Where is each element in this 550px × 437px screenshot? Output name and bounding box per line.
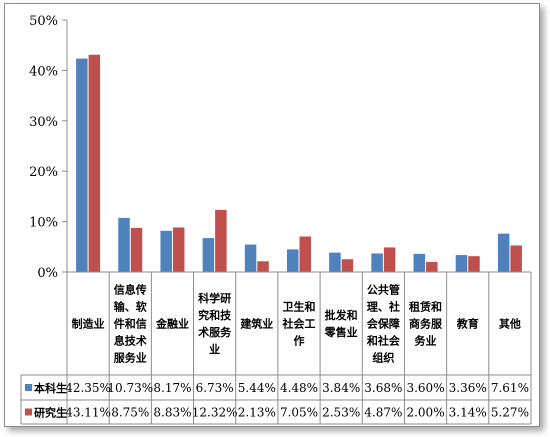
bar-postgrad [257,261,269,272]
category-label: 件和信 [114,317,147,331]
bar-postgrad [510,245,522,272]
category-label: 卫生和 [283,300,316,314]
bar-undergrad [497,233,510,272]
category-label: 教育 [456,317,479,331]
bar-undergrad [160,230,172,272]
data-label: 2.53% [322,406,360,420]
bar-undergrad [455,255,468,272]
data-label: 3.68% [364,381,402,395]
category-label: 公共管 [367,283,400,297]
y-tick-label: 50% [29,14,58,29]
bar-undergrad [244,244,257,272]
bar-undergrad [329,252,341,272]
data-label: 2.13% [238,406,276,420]
y-tick-label: 0% [37,266,58,281]
legend-key-undergrad [25,384,32,391]
data-label: 5.44% [238,381,276,395]
bar-undergrad [202,238,215,272]
category-label: 输、软 [114,300,148,314]
category-label: 制造业 [72,317,105,331]
data-label: 6.73% [196,381,234,395]
y-tick-label: 20% [29,165,58,180]
data-label: 8.83% [153,406,191,420]
y-tick-label: 10% [29,216,58,231]
category-label: 务业 [415,334,437,348]
data-label: 5.27% [491,406,529,420]
category-label: 批发和 [325,308,358,322]
category-label: 组织 [372,351,394,365]
data-label: 8.17% [153,381,191,395]
category-label: 术服务 [197,325,232,339]
bar-undergrad [371,253,383,272]
data-label: 2.00% [406,406,444,420]
category-label: 科学研 [198,291,231,305]
bar-undergrad [76,58,88,272]
bar-postgrad [299,236,311,272]
bar-undergrad [287,249,299,272]
data-label: 4.48% [280,381,318,395]
category-label: 究和技 [198,308,232,322]
category-label: 建筑业 [240,317,273,331]
category-label: 息技术 [114,334,147,348]
data-label: 7.61% [491,381,529,395]
bar-postgrad [426,261,438,272]
data-label: 7.05% [280,406,318,420]
data-label: 10.73% [107,381,153,395]
legend-key-postgrad [25,408,32,416]
bar-postgrad [88,54,101,272]
data-label: 3.36% [449,381,487,395]
data-label: 3.14% [449,406,487,420]
category-label: 作 [294,334,305,348]
series-label: 本科生 [34,381,67,395]
bar-postgrad [341,259,354,272]
bar-undergrad [118,217,130,272]
category-label: 零售业 [324,325,358,339]
category-label: 商务服 [409,317,443,331]
series-label: 研究生 [34,406,67,420]
bar-undergrad [413,253,426,272]
category-label: 会保障 [367,317,400,331]
bar-postgrad [172,227,185,272]
y-tick-label: 40% [29,64,58,79]
bar-postgrad [468,256,480,272]
category-label: 信息传 [114,283,147,297]
data-label: 3.84% [322,381,360,395]
category-label: 金融业 [155,317,189,331]
data-label: 43.11% [65,406,111,420]
data-label: 12.32% [192,406,238,420]
category-label: 和社会 [367,334,401,348]
bar-postgrad [383,247,396,272]
y-tick-label: 30% [29,115,58,130]
bar-postgrad [130,227,143,272]
category-label: 理、社 [367,300,400,314]
data-label: 42.35% [65,381,111,395]
data-label: 4.87% [364,406,402,420]
data-label: 8.75% [111,406,149,420]
category-label: 其他 [499,317,521,331]
category-label: 社会工 [282,317,316,331]
data-label: 3.60% [406,381,444,395]
bar-postgrad [215,209,227,272]
category-label: 租赁和 [409,300,442,314]
category-label: 业 [209,342,220,356]
category-label: 服务业 [114,351,147,365]
